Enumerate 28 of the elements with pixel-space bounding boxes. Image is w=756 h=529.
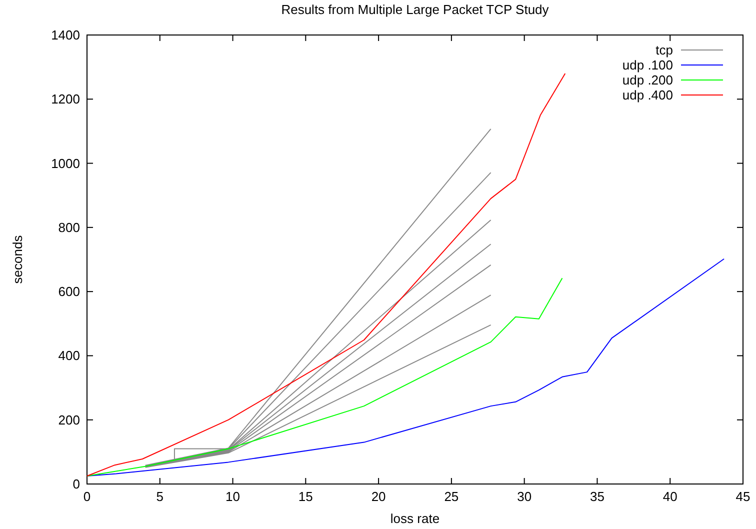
chart-title: Results from Multiple Large Packet TCP Study [281,2,550,17]
y-tick-label: 600 [58,284,80,300]
x-tick-label: 0 [83,489,91,504]
legend-label: udp .400 [622,88,673,102]
x-tick-label: 45 [736,489,750,504]
legend-label: tcp [656,42,673,58]
x-axis-title: loss rate [390,511,440,526]
x-tick-label: 10 [226,489,240,504]
line-series [86,72,566,476]
y-tick-label: 1200 [51,92,80,107]
x-tick-label: 25 [444,489,459,504]
y-tick-label: 1400 [51,28,80,42]
x-tick-label: 35 [590,489,604,504]
y-tick-label: 400 [58,348,80,364]
y-tick-label: 800 [58,220,80,235]
x-tick-label: 30 [517,489,532,504]
x-tick-label: 20 [371,489,386,504]
line-series [86,278,563,476]
legend-label: udp .100 [622,58,673,72]
legend-label: udp .200 [622,72,673,88]
x-tick-label: 40 [662,489,678,504]
y-axis-title: seconds [10,234,25,284]
x-tick-label: 5 [156,489,164,504]
y-tick-label: 0 [72,476,80,492]
y-tick-label: 200 [58,412,80,428]
y-tick-label: 1000 [51,156,80,171]
line-series [86,258,725,476]
x-tick-label: 15 [298,489,313,504]
